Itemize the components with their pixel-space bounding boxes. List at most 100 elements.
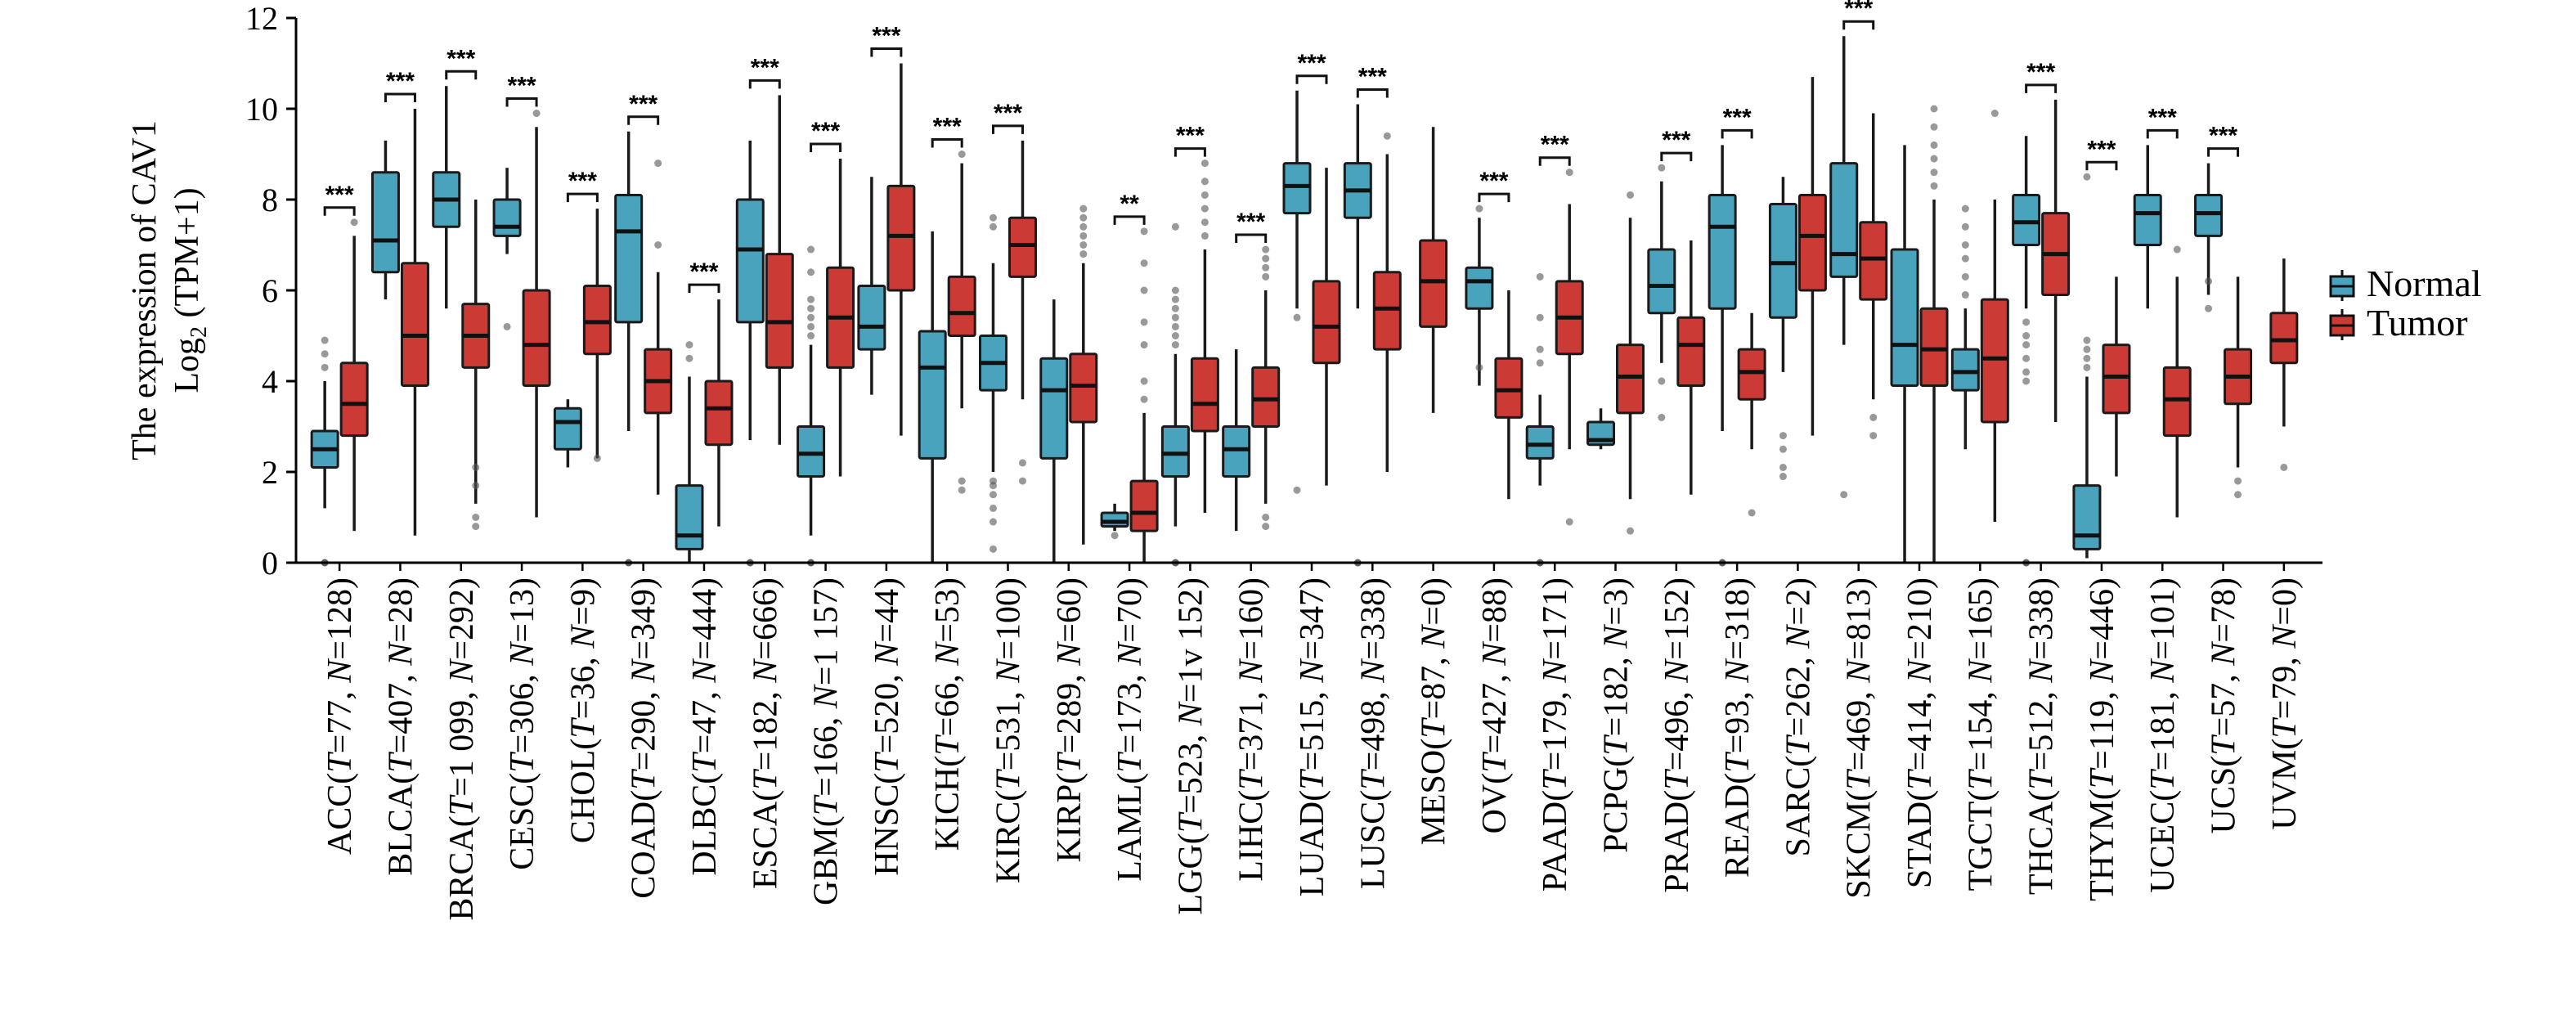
tumor-iqr-rect: [1251, 366, 1281, 429]
normal-box: [310, 336, 339, 567]
y-tick-label: 2: [262, 454, 278, 491]
normal-outlier-point: [989, 491, 997, 499]
bracket-line: [2085, 160, 2118, 171]
normal-outlier-point: [807, 245, 815, 254]
normal-outlier-point: [2022, 332, 2031, 339]
tumor-outlier-point: [1140, 286, 1148, 294]
category-label: UCS(T=57, N=78): [2206, 577, 2243, 833]
normal-iqr-rect: [614, 193, 644, 324]
significance-label: ***: [1176, 123, 1205, 150]
tumor-outlier-point: [1383, 132, 1391, 140]
tumor-iqr-rect: [1980, 298, 2009, 424]
category-label: THCA(T=512, N=338): [2023, 577, 2061, 895]
significance-label: ***: [1541, 132, 1569, 159]
category-group: [1890, 105, 1949, 563]
category-label: LAML(T=173, N=70): [1111, 577, 1149, 882]
normal-outlier-point: [1840, 491, 1848, 499]
normal-outlier-point: [321, 350, 329, 358]
significance-bracket: ***: [1660, 127, 1693, 162]
tumor-outlier-point: [472, 514, 480, 521]
bracket-line: [991, 124, 1024, 134]
normal-box: [2133, 145, 2162, 309]
tumor-outlier-point: [1079, 222, 1088, 231]
normal-box: [1039, 299, 1069, 563]
normal-outlier-point: [321, 336, 329, 344]
tumor-iqr-rect: [1372, 271, 1402, 351]
tumor-iqr-rect: [1859, 221, 1888, 301]
normal-box: [492, 168, 522, 330]
significance-bracket: ***: [505, 73, 538, 107]
normal-outlier-point: [1171, 295, 1179, 303]
bracket-line: [1295, 74, 1328, 84]
normal-iqr-rect: [675, 484, 704, 550]
tumor-outlier-point: [1140, 227, 1148, 236]
normal-outlier-point: [1779, 445, 1787, 453]
tumor-box: [400, 109, 429, 536]
category-label: READ(T=93, N=318): [1719, 577, 1757, 878]
normal-box: [1708, 145, 1737, 567]
normal-outlier-point: [1293, 313, 1301, 321]
bracket-line: [445, 70, 478, 80]
normal-iqr-rect: [2194, 193, 2224, 237]
category-group: ***: [1829, 0, 1888, 499]
significance-label: ***: [1236, 209, 1265, 236]
normal-box: [1586, 408, 1616, 450]
tumor-box: [1737, 312, 1766, 517]
y-tick-label: 8: [262, 182, 278, 218]
normal-iqr-rect: [553, 406, 582, 451]
category-label: TGCT(T=154, N=165): [1962, 577, 1999, 891]
tumor-box: [1190, 159, 1219, 513]
tumor-iqr-rect: [1008, 216, 1037, 278]
y-tick-label: 10: [245, 91, 278, 128]
tumor-outlier-point: [532, 110, 541, 118]
category-group: ***: [370, 68, 429, 536]
bracket-line: [566, 192, 599, 203]
normal-outlier-point: [1658, 377, 1666, 385]
tumor-iqr-rect: [339, 362, 369, 438]
category-label: ACC(T=77, N=128): [321, 577, 359, 855]
tumor-box: [582, 209, 612, 462]
significance-label: ***: [751, 54, 779, 81]
bracket-line: [2207, 147, 2240, 157]
category-group: ***: [1343, 63, 1402, 567]
bracket-line: [1356, 88, 1389, 98]
normal-outlier-point: [1475, 204, 1483, 213]
category-group: [1950, 110, 2009, 523]
tumor-outlier-point: [2280, 463, 2288, 471]
significance-bracket: ***: [931, 114, 963, 148]
normal-outlier-point: [2022, 341, 2031, 349]
significance-label: ***: [447, 45, 475, 72]
bracket-line: [1478, 192, 1510, 203]
tumor-outlier-point: [1930, 105, 1938, 113]
normal-outlier-point: [2022, 354, 2031, 362]
normal-iqr-rect: [735, 198, 765, 324]
normal-outlier-point: [2083, 336, 2091, 344]
tumor-outlier-point: [1200, 177, 1209, 186]
bracket-line: [505, 97, 538, 107]
tumor-iqr-rect: [582, 284, 612, 356]
normal-outlier-point: [1171, 332, 1179, 339]
normal-outlier-point: [1536, 313, 1544, 321]
tumor-outlier-point: [1140, 377, 1148, 385]
category-group: [1768, 77, 1827, 481]
tumor-outlier-point: [1200, 231, 1209, 240]
tumor-iqr-rect: [1419, 239, 1448, 328]
tumor-outlier-point: [1262, 245, 1270, 254]
bracket-line: [870, 47, 903, 57]
tumor-box: [1555, 168, 1584, 526]
tumor-outlier-point: [958, 486, 966, 494]
tumor-box: [886, 63, 916, 436]
category-label: SARC(T=262, N=2): [1779, 577, 1817, 856]
significance-bracket: ***: [2146, 104, 2179, 139]
normal-outlier-point: [685, 341, 693, 349]
bracket-line: [1842, 20, 1875, 30]
normal-outlier-point: [989, 477, 997, 485]
significance-bracket: ***: [1174, 123, 1206, 157]
tumor-outlier-point: [1930, 168, 1938, 177]
normal-iqr-rect: [1829, 162, 1859, 278]
tumor-outlier-point: [958, 477, 966, 485]
category-group: [2269, 258, 2299, 471]
tumor-outlier-point: [1140, 341, 1148, 349]
tumor-iqr-rect: [1312, 280, 1341, 365]
tumor-box: [1419, 127, 1448, 413]
